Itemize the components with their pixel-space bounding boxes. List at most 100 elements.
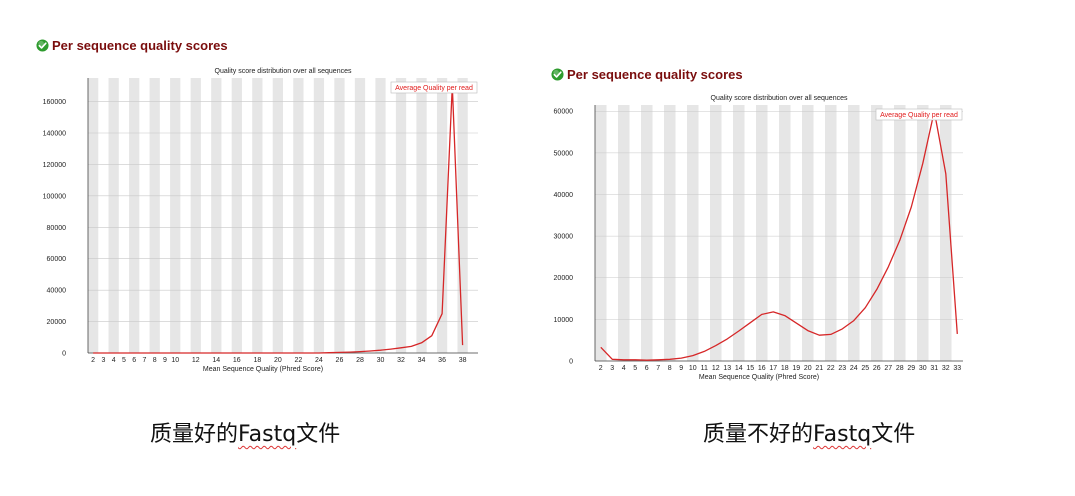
stripe-band xyxy=(416,78,426,353)
x-tick-label: 14 xyxy=(735,365,743,372)
x-tick-label: 26 xyxy=(873,365,881,372)
x-tick-label: 10 xyxy=(689,365,697,372)
y-tick-label: 50000 xyxy=(554,150,574,157)
stripe-band xyxy=(457,78,467,353)
stripe-group xyxy=(88,78,468,353)
x-tick-label: 38 xyxy=(459,357,467,364)
legend-box xyxy=(876,109,962,120)
chart-title: Quality score distribution over all sequ… xyxy=(215,68,352,75)
x-tick-label: 28 xyxy=(356,357,364,364)
x-tick-label: 2 xyxy=(599,365,603,372)
chart-panel-good: Per sequence quality scores 0 20000 40000 6… xyxy=(0,0,540,496)
stripe-band xyxy=(687,105,699,361)
stripe-band xyxy=(825,105,837,361)
y-tick-label: 60000 xyxy=(47,256,67,263)
x-tick-label: 3 xyxy=(610,365,614,372)
stripe-band xyxy=(355,78,365,353)
stripe-band xyxy=(211,78,221,353)
y-tick-label: 0 xyxy=(62,351,66,358)
series-line xyxy=(601,111,958,360)
x-tick-label: 8 xyxy=(668,365,672,372)
x-tick-label: 16 xyxy=(758,365,766,372)
x-tick-label: 7 xyxy=(142,357,146,364)
panel-caption: 质量好的Fastq文件 xyxy=(150,416,340,448)
stripe-band xyxy=(848,105,860,361)
x-tick-label: 32 xyxy=(397,357,405,364)
x-tick-label: 19 xyxy=(792,365,800,372)
x-tick-label: 2 xyxy=(91,357,95,364)
panel-caption: 质量不好的Fastq文件 xyxy=(703,416,915,448)
stripe-band xyxy=(733,105,745,361)
legend-label: Average Quality per read xyxy=(880,112,958,119)
x-tick-label: 10 xyxy=(171,357,179,364)
stripe-band xyxy=(129,78,139,353)
y-tick-label: 30000 xyxy=(554,234,574,241)
panel-heading: Per sequence quality scores xyxy=(551,67,743,82)
x-tick-label: 30 xyxy=(919,365,927,372)
stripe-band xyxy=(940,105,952,361)
check-circle-icon xyxy=(551,68,564,81)
stripe-band xyxy=(150,78,160,353)
stripe-band xyxy=(894,105,906,361)
x-tick-label: 11 xyxy=(701,365,708,372)
stripe-band xyxy=(293,78,303,353)
x-tick-label: 27 xyxy=(884,365,892,372)
quality-chart-good: 0 20000 40000 60000 80000 100000 120000 140000 1… xyxy=(0,0,540,400)
x-tick-label: 14 xyxy=(212,357,220,364)
x-axis-label: Mean Sequence Quality (Phred Score) xyxy=(699,374,819,381)
y-tick-label: 0 xyxy=(569,359,573,366)
stripe-group xyxy=(595,105,952,361)
y-tick-label: 40000 xyxy=(47,288,67,295)
caption-fastq: Fastq xyxy=(813,422,871,447)
x-tick-label: 33 xyxy=(953,365,961,372)
stripe-band xyxy=(618,105,630,361)
stripe-band xyxy=(314,78,324,353)
stripe-band xyxy=(396,78,406,353)
x-tick-label: 34 xyxy=(418,357,426,364)
stripe-band xyxy=(595,105,607,361)
x-tick-label: 31 xyxy=(930,365,938,372)
x-tick-label: 29 xyxy=(907,365,915,372)
x-tick-label: 24 xyxy=(850,365,858,372)
x-tick-label: 17 xyxy=(769,365,777,372)
x-tick-label: 6 xyxy=(132,357,136,364)
x-axis-label: Mean Sequence Quality (Phred Score) xyxy=(203,366,323,373)
stripe-band xyxy=(756,105,768,361)
caption-fastq: Fastq xyxy=(238,422,296,447)
legend: Average Quality per read xyxy=(876,109,962,120)
caption-suffix: 文件 xyxy=(871,422,915,447)
x-tick-label: 30 xyxy=(377,357,385,364)
x-tick-label: 9 xyxy=(163,357,167,364)
x-tick-label: 21 xyxy=(815,365,823,372)
stripe-band xyxy=(109,78,119,353)
stripe-band xyxy=(334,78,344,353)
y-tick-label: 100000 xyxy=(43,193,66,200)
y-tick-label: 60000 xyxy=(554,109,574,116)
x-tick-label: 16 xyxy=(233,357,241,364)
stripe-band xyxy=(710,105,722,361)
x-tick-label: 5 xyxy=(122,357,126,364)
stripe-band xyxy=(779,105,791,361)
x-tick-label: 7 xyxy=(656,365,660,372)
x-tick-label: 18 xyxy=(253,357,261,364)
y-tick-label: 80000 xyxy=(47,225,67,232)
stripe-band xyxy=(191,78,201,353)
x-tick-label: 22 xyxy=(294,357,302,364)
x-tick-label: 36 xyxy=(438,357,446,364)
caption-prefix: 质量好的 xyxy=(150,422,238,447)
x-tick-label: 4 xyxy=(112,357,116,364)
y-tick-label: 160000 xyxy=(43,99,66,106)
stripe-band xyxy=(917,105,929,361)
legend: Average Quality per read xyxy=(391,82,477,93)
stripe-band xyxy=(170,78,180,353)
x-tick-label: 4 xyxy=(622,365,626,372)
chart-title: Quality score distribution over all sequ… xyxy=(711,95,848,102)
y-tick-label: 120000 xyxy=(43,162,66,169)
x-tick-label: 8 xyxy=(153,357,157,364)
stripe-band xyxy=(232,78,242,353)
y-tick-label: 20000 xyxy=(47,319,67,326)
y-tick-label: 20000 xyxy=(554,275,574,282)
caption-suffix: 文件 xyxy=(296,422,340,447)
stripe-band xyxy=(273,78,283,353)
x-tick-label: 23 xyxy=(838,365,846,372)
